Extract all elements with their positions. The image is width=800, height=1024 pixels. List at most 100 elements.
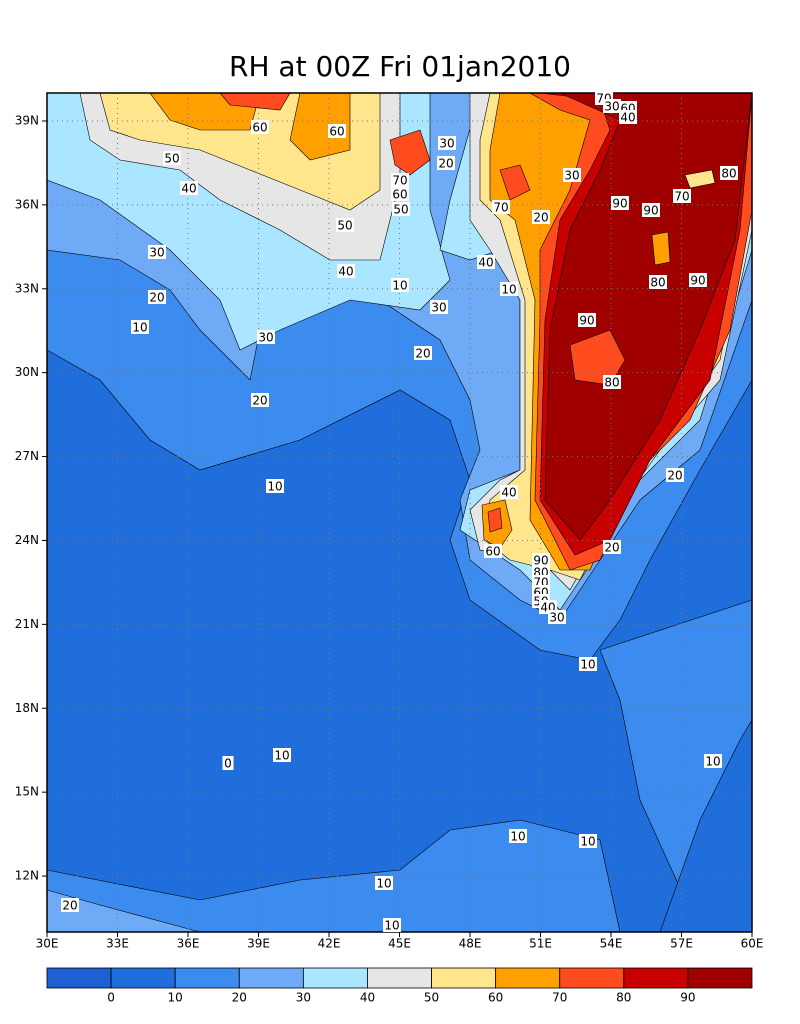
contour-label-bg [720, 166, 738, 180]
contour-label: 30 [439, 137, 454, 151]
colorbar-label: 80 [616, 991, 631, 1005]
contour-label-bg [603, 375, 621, 389]
colorbar-label: 50 [424, 991, 439, 1005]
contour-label: 30 [564, 169, 579, 183]
y-tick-label: 39N [15, 113, 39, 127]
contour-label-bg [689, 273, 707, 287]
contour-label: 0 [224, 757, 232, 771]
contour-label: 60 [485, 545, 500, 559]
contour-label-bg [666, 468, 684, 482]
contour-label: 50 [337, 219, 352, 233]
contour-label-bg [251, 393, 269, 407]
contour-label-bg [500, 485, 518, 499]
contour-label-bg [649, 275, 667, 289]
colorbar-box [495, 967, 561, 989]
contour-label-bg [430, 300, 448, 314]
contour-label-bg [548, 610, 566, 624]
contour-label: 30 [149, 246, 164, 260]
contour-label-bg [477, 255, 495, 269]
contour-label: 80 [650, 276, 665, 290]
contour-label-bg [391, 278, 409, 292]
contour-label-bg [673, 189, 691, 203]
contour-label: 90 [579, 314, 594, 328]
contour-label: 20 [438, 157, 453, 171]
contour-label: 60 [252, 121, 267, 135]
contour-label: 70 [493, 201, 508, 215]
contour-label-bg [578, 313, 596, 327]
contour-label-bg [257, 330, 275, 344]
contour-label-bg [532, 210, 550, 224]
colorbar-box [174, 967, 240, 989]
colorbar-box [46, 967, 112, 989]
contour-label-bg [375, 876, 393, 890]
contour-label-bg [391, 187, 409, 201]
y-tick-label: 27N [15, 449, 39, 463]
contour-label: 70 [674, 190, 689, 204]
contour-label: 80 [721, 167, 736, 181]
contour-label-bg [273, 748, 291, 762]
contour-label: 10 [274, 749, 289, 763]
x-tick-label: 60E [741, 937, 764, 951]
x-tick-label: 36E [177, 937, 200, 951]
colorbar-label: 0 [107, 991, 115, 1005]
contour-label: 40 [501, 486, 516, 500]
colorbar-box [559, 967, 625, 989]
contour-label: 50 [164, 152, 179, 166]
contour-label: 10 [501, 283, 516, 297]
contour-label-bg [337, 264, 355, 278]
x-tick-label: 51E [529, 937, 552, 951]
x-tick-label: 57E [670, 937, 693, 951]
contour-label-bg [148, 290, 166, 304]
contour-label-bg [392, 202, 410, 216]
colorbar-label: 10 [168, 991, 183, 1005]
contour-label: 80 [604, 376, 619, 390]
contour-label-bg [579, 657, 597, 671]
overlay: 30E 33E 36E 39E 42E 45E 48E 51E 54E 57E 60E 12N 15N 1… [15, 91, 764, 951]
contour-label: 10 [267, 480, 282, 494]
contour-label-bg [328, 124, 346, 138]
contour-label: 30 [431, 301, 446, 315]
y-tick-label: 18N [15, 701, 39, 715]
contour-label-bg [383, 918, 401, 932]
contour-label: 60 [392, 188, 407, 202]
contour-label: 20 [415, 347, 430, 361]
contour-label-bg [603, 99, 621, 113]
contour-label: 40 [620, 111, 635, 125]
contour-label: 30 [258, 331, 273, 345]
chart-title: RH at 00Z Fri 01jan2010 [229, 50, 571, 83]
contour-label: 30 [604, 100, 619, 114]
contour-label: 90 [690, 274, 705, 288]
contour-label: 90 [612, 197, 627, 211]
contour-label: 70 [392, 174, 407, 188]
x-tick-label: 33E [106, 937, 129, 951]
x-tick-label: 42E [318, 937, 341, 951]
contour-label-bg [484, 544, 502, 558]
contour-label-bg [603, 540, 621, 554]
colorbar-box [302, 967, 368, 989]
contour-label-bg [251, 120, 269, 134]
contour-label-bg [437, 156, 455, 170]
colorbar-label: 60 [488, 991, 503, 1005]
contour-region [499, 164, 531, 201]
colorbar-box [367, 967, 432, 989]
x-tick-label: 30E [36, 937, 59, 951]
contour-label: 10 [392, 279, 407, 293]
contour-label-bg [509, 829, 527, 843]
contour-label-bg [642, 203, 660, 217]
colorbar-box [431, 967, 497, 989]
contour-label: 10 [132, 321, 147, 335]
contour-label-bg [500, 282, 518, 296]
colorbar-label: 90 [680, 991, 695, 1005]
contour-label-bg [163, 151, 181, 165]
contour-label: 20 [604, 541, 619, 555]
contour-label-bg [222, 756, 234, 770]
contour-label: 90 [533, 554, 548, 568]
x-tick-label: 54E [600, 937, 623, 951]
contour-label-bg [704, 754, 722, 768]
contour-region [684, 169, 716, 189]
contour-label-bg [61, 898, 79, 912]
contour-label: 20 [667, 469, 682, 483]
contour-label-bg [492, 200, 510, 214]
contour-label-bg [266, 479, 284, 493]
